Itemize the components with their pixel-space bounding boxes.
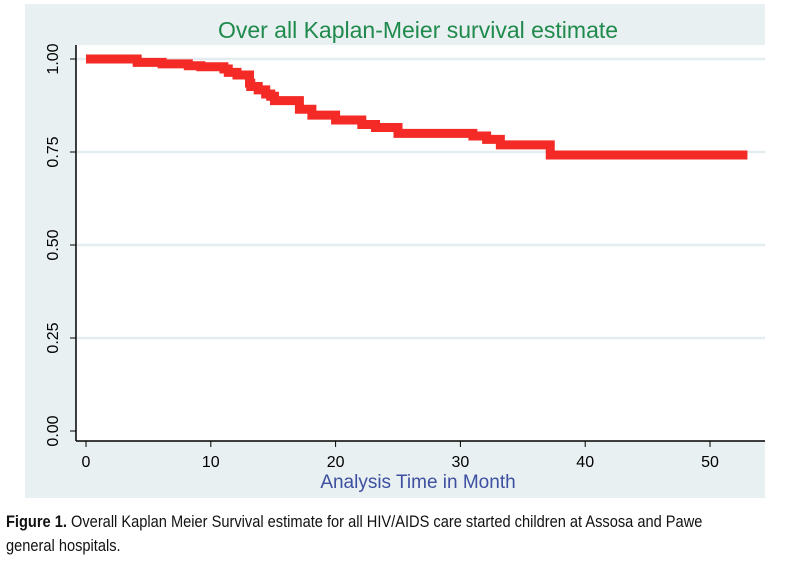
x-tick-label: 30: [452, 454, 470, 471]
caption-text: Overall Kaplan Meier Survival estimate f…: [66, 512, 703, 531]
x-axis-label: Analysis Time in Month: [320, 472, 515, 493]
x-tick-label: 0: [82, 454, 91, 471]
caption-text-2: general hospitals.: [6, 536, 121, 555]
x-tick-label: 10: [202, 454, 220, 471]
figure-caption: Figure 1. Overall Kaplan Meier Survival …: [6, 510, 702, 558]
x-tick-label: 20: [327, 454, 345, 471]
chart-title: Over all Kaplan-Meier survival estimate: [218, 17, 618, 43]
plot-area: [76, 45, 765, 441]
caption-label: Figure 1.: [6, 512, 67, 531]
y-tick-label: 1.00: [45, 43, 62, 74]
y-tick-label: 0.25: [45, 322, 62, 353]
x-tick-label: 50: [701, 454, 719, 471]
x-tick-label: 40: [576, 454, 594, 471]
km-chart: 0.00 0.25 0.50 0.75 1.00 0 10 20 30 40 50 Over all…: [25, 4, 765, 498]
survival-curve: [86, 54, 748, 160]
y-tick-label: 0.50: [45, 229, 62, 260]
y-tick-label: 0.75: [45, 136, 62, 167]
y-tick-label: 0.00: [45, 415, 62, 446]
